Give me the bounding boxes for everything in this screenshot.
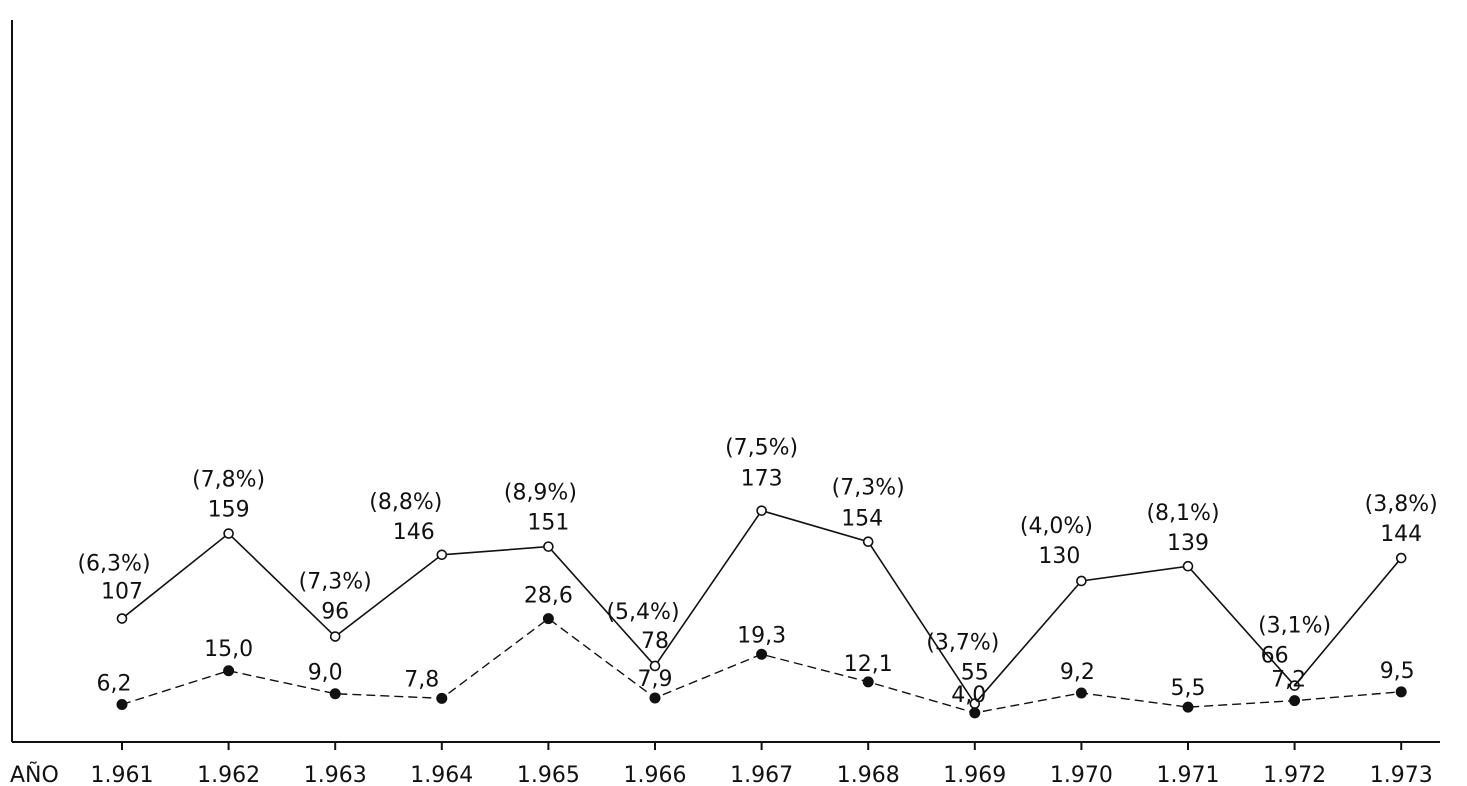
x-tick-label: 1.970	[1050, 763, 1113, 786]
value-label: 130	[1038, 544, 1080, 569]
point-open	[1289, 680, 1300, 691]
point-filled	[223, 665, 235, 677]
x-tick-label: 1.972	[1263, 763, 1326, 786]
x-tick-label: 1.968	[837, 763, 900, 786]
value-label: 78	[641, 629, 669, 654]
axes: 1.961 1.962 1.963 1.964 1.965 1.966 1.967 1.968…	[11, 20, 1440, 786]
percent-label: (4,0%)	[1020, 514, 1093, 539]
point-filled	[1182, 701, 1194, 713]
point-open	[436, 549, 448, 561]
point-filled	[329, 688, 341, 700]
percent-label: (3,8%)	[1365, 492, 1438, 517]
percent-label: (3,7%)	[926, 631, 999, 656]
value-label-dashed: 15,0	[204, 637, 253, 662]
point-filled	[969, 707, 981, 719]
x-tick-label: 1.969	[943, 763, 1006, 786]
x-tick-label: 1.964	[410, 763, 473, 786]
point-filled	[542, 613, 554, 625]
value-label-dashed: 9,5	[1380, 659, 1415, 684]
point-open	[862, 536, 874, 548]
x-tick-label: 1.967	[730, 763, 793, 786]
point-open	[1395, 552, 1407, 564]
percent-label: (7,3%)	[832, 476, 905, 501]
point-filled	[116, 698, 128, 710]
value-label-dashed: 19,3	[737, 623, 786, 648]
x-tick-label: 1.971	[1157, 763, 1220, 786]
percent-label: (7,3%)	[299, 570, 372, 595]
value-label-dashed: 9,2	[1060, 660, 1095, 685]
x-tick-label: 1.962	[197, 763, 260, 786]
value-label: 139	[1167, 531, 1209, 556]
value-label-dashed: 7,8	[404, 667, 439, 692]
point-filled	[1075, 687, 1087, 699]
value-label: 144	[1380, 522, 1422, 547]
percent-label: (8,1%)	[1146, 501, 1219, 526]
value-label: 55	[961, 661, 989, 686]
value-label: 154	[841, 507, 883, 532]
value-label-dashed: 12,1	[844, 652, 893, 677]
percent-label: (7,8%)	[192, 468, 265, 493]
point-filled	[436, 692, 448, 704]
value-label: 151	[527, 511, 569, 536]
x-tick-label: 1.961	[91, 763, 154, 786]
value-label-dashed: 7,9	[638, 667, 673, 692]
point-filled	[862, 676, 874, 688]
percent-label: (5,4%)	[606, 600, 679, 625]
point-open	[329, 631, 341, 642]
x-tick-label: 1.965	[517, 763, 580, 786]
point-open	[116, 613, 128, 624]
value-label-dashed: 28,6	[524, 584, 573, 609]
point-open	[756, 505, 767, 516]
point-open	[543, 541, 554, 552]
percent-label: (3,1%)	[1258, 614, 1331, 639]
value-label-dashed: 9,0	[308, 661, 343, 686]
percent-label: (7,5%)	[725, 436, 798, 461]
point-open	[649, 660, 661, 672]
series-markers	[116, 505, 1407, 719]
point-open	[223, 528, 234, 539]
point-filled	[756, 648, 768, 660]
x-tick-label: 1.973	[1370, 763, 1433, 786]
point-filled	[1289, 695, 1301, 707]
value-label: 107	[101, 580, 143, 605]
value-label: 66	[1261, 644, 1289, 669]
value-label: 159	[208, 498, 250, 523]
value-label-dashed: 7,2	[1271, 668, 1306, 693]
percent-label: (8,8%)	[369, 490, 442, 515]
value-label: 96	[321, 600, 349, 625]
point-filled	[649, 692, 661, 704]
value-label: 146	[393, 520, 435, 545]
x-tick-label: 1.966	[624, 763, 687, 786]
value-label-dashed: 6,2	[97, 671, 132, 696]
x-tick-label: 1.963	[304, 763, 367, 786]
point-filled	[1395, 686, 1407, 698]
percent-label: (6,3%)	[77, 552, 150, 577]
point-open	[1182, 560, 1194, 572]
percent-label: (8,9%)	[504, 481, 577, 506]
value-label-dashed: 5,5	[1171, 676, 1206, 701]
point-open	[1076, 575, 1087, 587]
x-axis-title: AÑO	[10, 761, 59, 786]
value-label: 173	[741, 467, 783, 492]
data-labels: 107 (6,3%) 159 (7,8%) 96 (7,3%) 146 (8,8%) 151 (8…	[77, 436, 1437, 708]
value-label-dashed: 4,0	[951, 683, 986, 708]
